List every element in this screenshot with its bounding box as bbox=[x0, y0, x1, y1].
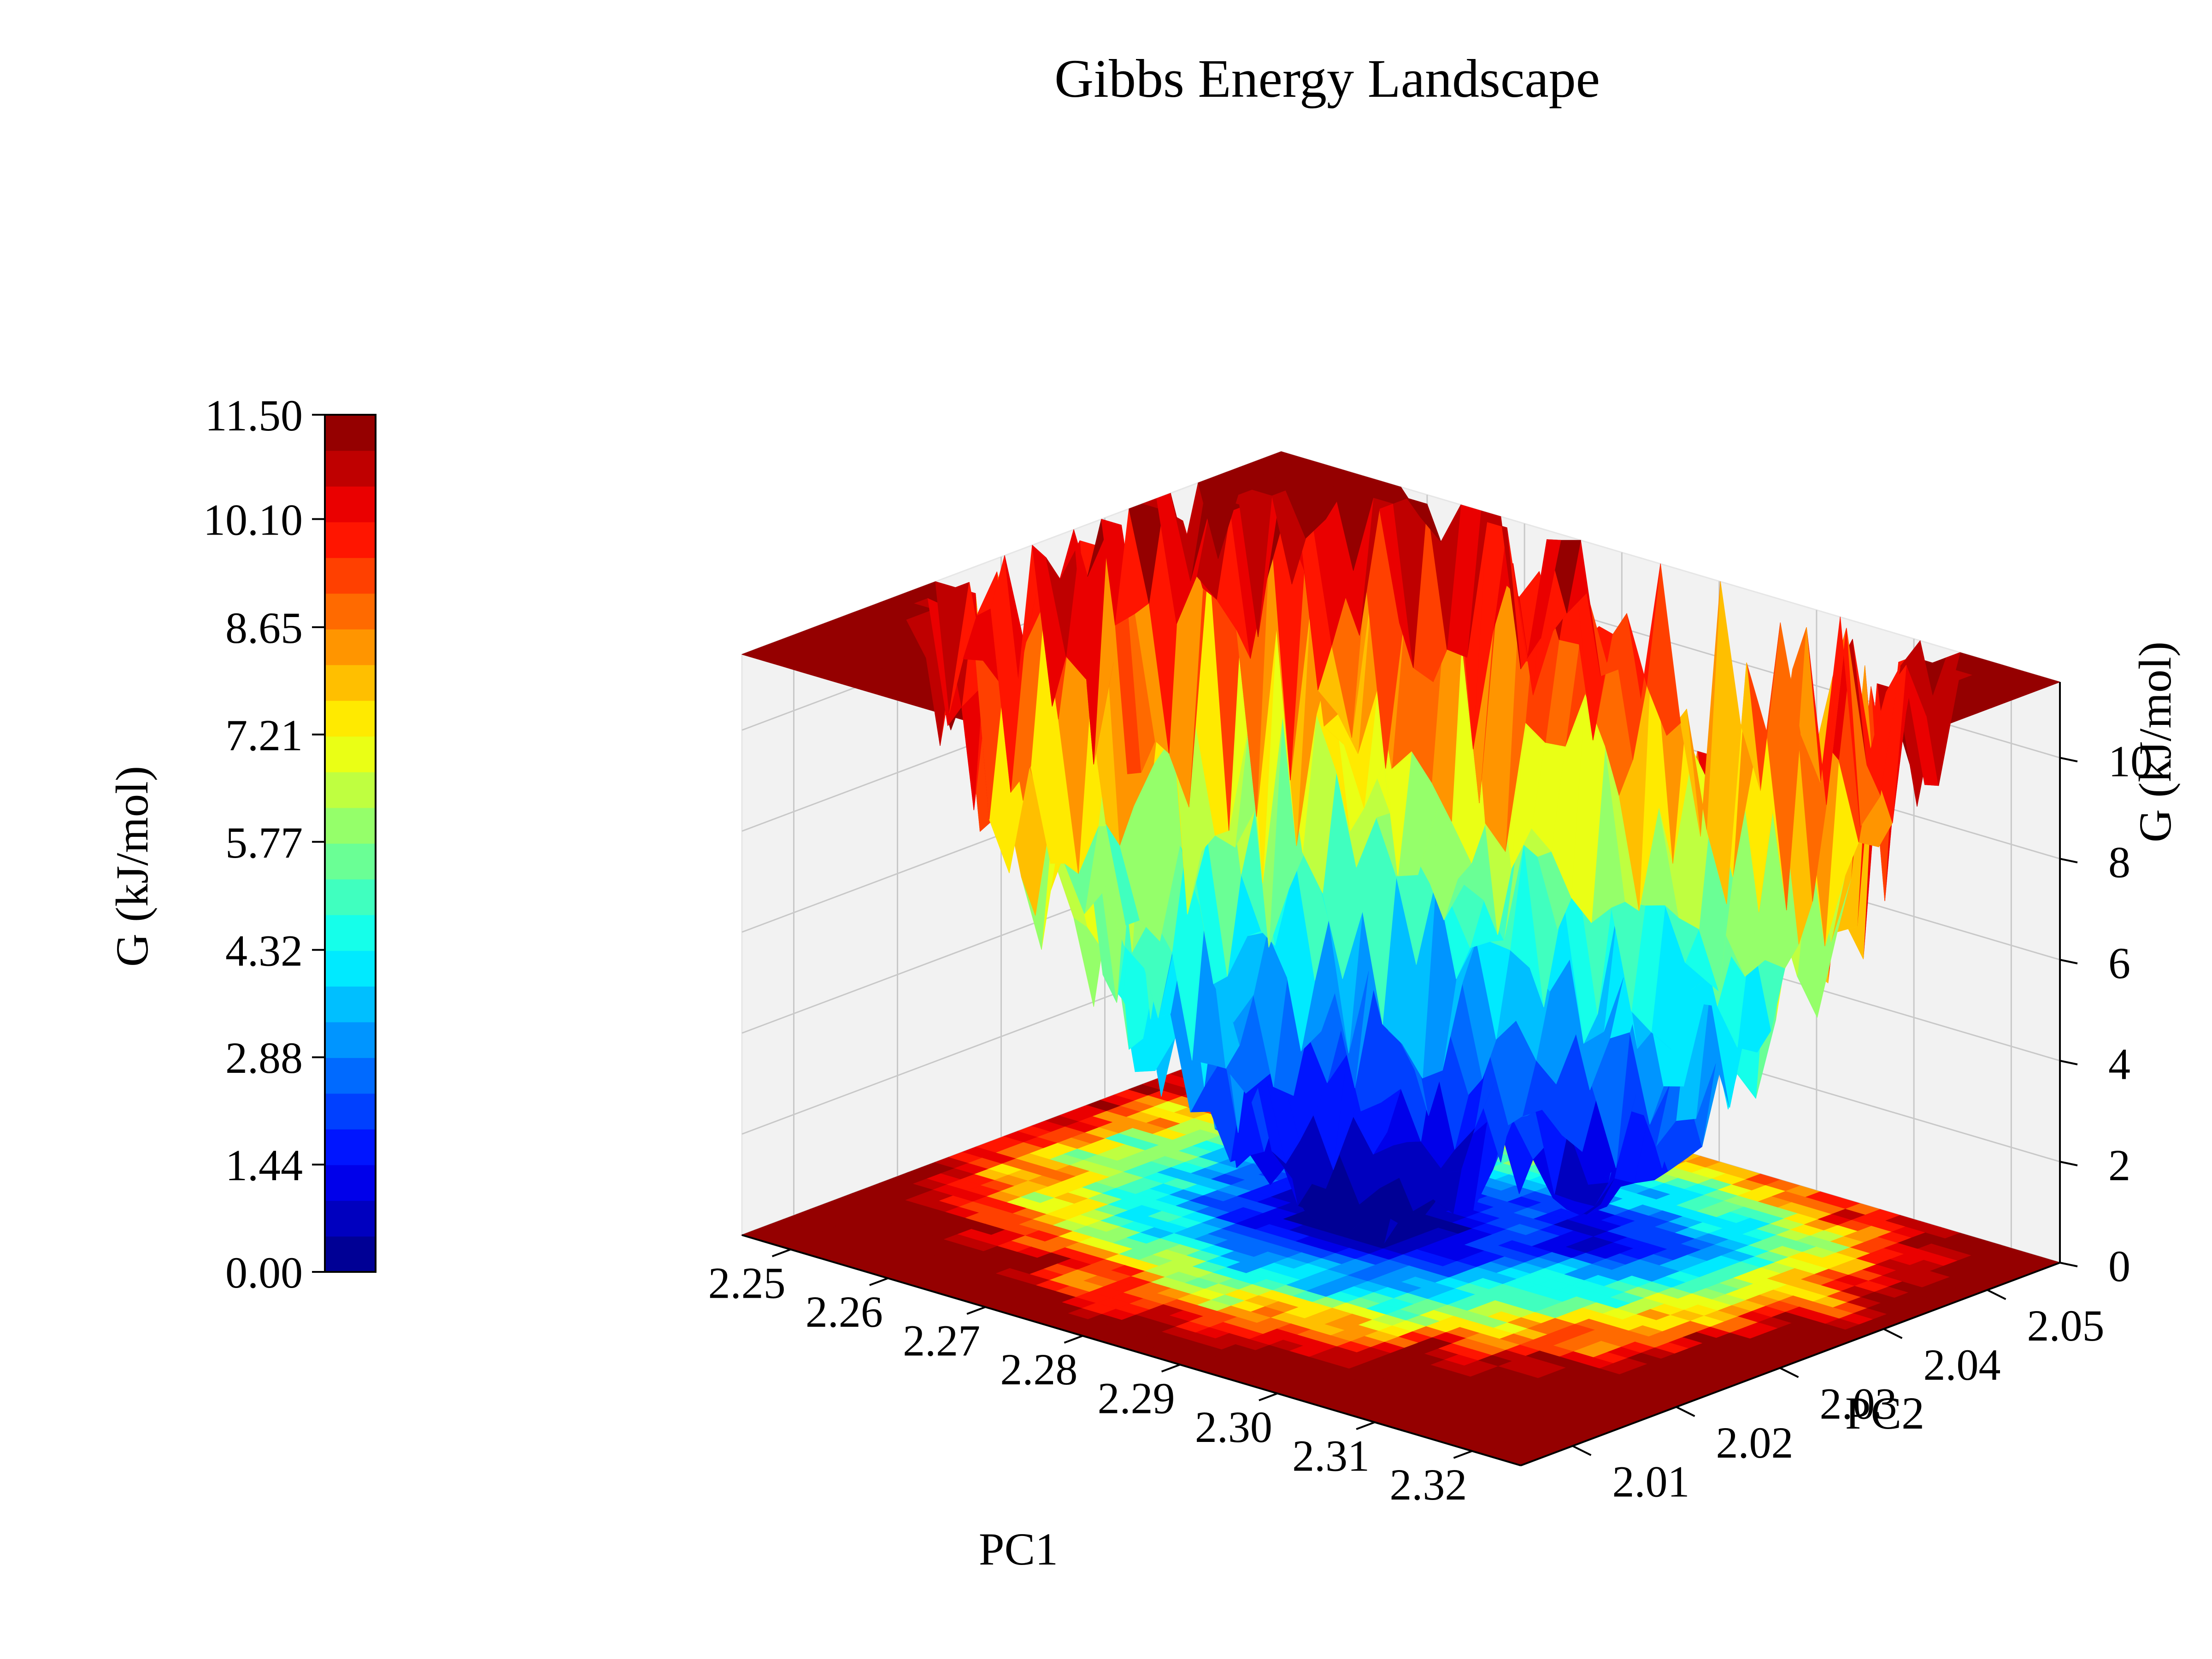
colorbar-band bbox=[325, 1236, 376, 1272]
g-tick-label: 4 bbox=[2108, 1040, 2130, 1089]
colorbar-tick-label: 4.32 bbox=[225, 926, 303, 975]
colorbar-tick-label: 8.65 bbox=[225, 603, 303, 653]
colorbar-band bbox=[325, 1165, 376, 1201]
g-axis-ticks: 0 2 4 6 8 10 bbox=[2059, 736, 2153, 1291]
pc1-tick-label: 2.26 bbox=[806, 1287, 883, 1336]
colorbar-band bbox=[325, 522, 376, 558]
pc2-tick-mark bbox=[1572, 1445, 1592, 1456]
colorbar-band bbox=[325, 772, 376, 808]
colorbar-band bbox=[325, 736, 376, 772]
pc2-tick-label: 2.02 bbox=[1716, 1418, 1794, 1467]
pc1-axis-label: PC1 bbox=[979, 1524, 1058, 1575]
pc1-tick-mark bbox=[1161, 1364, 1181, 1373]
pc1-tick-mark bbox=[1453, 1450, 1473, 1459]
colorbar-band bbox=[325, 665, 376, 701]
g-axis-label: G (kJ/mol) bbox=[2130, 641, 2181, 842]
colorbar-tick-label: 1.44 bbox=[225, 1141, 303, 1190]
colorbar-band bbox=[325, 986, 376, 1023]
colorbar-tick-label: 5.77 bbox=[225, 818, 303, 867]
pc2-axis-line bbox=[1520, 1262, 2060, 1466]
g-tick-label: 2 bbox=[2108, 1141, 2130, 1190]
colorbar-band bbox=[325, 450, 376, 487]
g-tick-mark bbox=[2059, 1160, 2078, 1166]
pc2-tick-label: 2.04 bbox=[1924, 1340, 2001, 1389]
pc1-tick-mark bbox=[771, 1248, 791, 1258]
g-tick-mark bbox=[2059, 959, 2078, 965]
g-tick-label: 8 bbox=[2108, 837, 2130, 887]
colorbar-tick-label: 0.00 bbox=[225, 1248, 303, 1297]
colorbar-band bbox=[325, 879, 376, 915]
colorbar-band bbox=[325, 629, 376, 665]
colorbar: 0.00 1.44 2.88 4.32 5.77 7.21 8.65 10.10 11.50 bbox=[203, 391, 377, 1297]
pc1-tick-label: 2.29 bbox=[1098, 1373, 1175, 1423]
colorbar-band bbox=[325, 1058, 376, 1094]
pc2-tick-mark bbox=[1779, 1367, 1799, 1378]
colorbar-band bbox=[325, 558, 376, 594]
axis-lines bbox=[741, 682, 2061, 1466]
colorbar-tick-label: 7.21 bbox=[225, 711, 303, 760]
pc1-tick-mark bbox=[869, 1277, 888, 1286]
colorbar-tick-label: 10.10 bbox=[203, 495, 303, 544]
pc1-tick-mark bbox=[1356, 1421, 1375, 1430]
colorbar-frame bbox=[324, 414, 377, 1273]
colorbar-band bbox=[325, 950, 376, 987]
pc1-tick-label: 2.30 bbox=[1195, 1402, 1272, 1452]
chart-title: Gibbs Energy Landscape bbox=[1054, 48, 1600, 109]
colorbar-band bbox=[325, 486, 376, 523]
pc1-tick-label: 2.28 bbox=[1000, 1345, 1077, 1394]
pc1-axis-ticks: 2.25 2.26 2.27 2.28 2.29 2.30 2.31 2.32 bbox=[708, 1248, 1473, 1509]
colorbar-band bbox=[325, 1200, 376, 1237]
surface-facet bbox=[1267, 451, 1301, 463]
colorbar-band bbox=[325, 1129, 376, 1165]
pc2-tick-mark bbox=[1987, 1289, 2006, 1300]
g-tick-mark bbox=[2059, 1262, 2078, 1267]
colorbar-band bbox=[325, 1093, 376, 1130]
pc1-tick-mark bbox=[1259, 1392, 1278, 1401]
g-tick-label: 10 bbox=[2108, 736, 2153, 786]
g-tick-mark bbox=[2059, 757, 2078, 763]
colorbar-tick-label: 11.50 bbox=[205, 391, 303, 440]
colorbar-label: G (kJ/mol) bbox=[106, 766, 158, 967]
colorbar-band bbox=[325, 415, 376, 451]
colorbar-band bbox=[325, 807, 376, 844]
pc2-tick-label: 2.03 bbox=[1820, 1379, 1897, 1428]
g-tick-label: 0 bbox=[2108, 1241, 2130, 1291]
pc1-tick-label: 2.25 bbox=[708, 1258, 786, 1307]
pc2-tick-label: 2.01 bbox=[1612, 1457, 1690, 1506]
colorbar-band bbox=[325, 1022, 376, 1058]
colorbar-band bbox=[325, 915, 376, 951]
pc2-tick-mark bbox=[1883, 1328, 1903, 1339]
pc2-axis-label: PC2 bbox=[1845, 1388, 1924, 1439]
pc1-tick-label: 2.31 bbox=[1292, 1431, 1370, 1480]
pc1-axis-line bbox=[741, 1234, 1521, 1466]
pc1-tick-label: 2.32 bbox=[1389, 1460, 1467, 1509]
energy-surface bbox=[741, 451, 2060, 1244]
pc1-tick-mark bbox=[1064, 1335, 1083, 1344]
pc2-tick-mark bbox=[1676, 1406, 1695, 1417]
pc1-tick-label: 2.27 bbox=[903, 1316, 980, 1365]
g-tick-label: 6 bbox=[2108, 939, 2130, 988]
pc1-tick-mark bbox=[966, 1306, 986, 1315]
g-tick-mark bbox=[2059, 1059, 2078, 1065]
colorbar-band bbox=[325, 843, 376, 880]
colorbar-band bbox=[325, 593, 376, 629]
pc2-tick-label: 2.05 bbox=[2027, 1301, 2105, 1350]
g-tick-mark bbox=[2059, 858, 2078, 864]
pc2-axis-ticks: 2.01 2.02 2.03 2.04 2.05 bbox=[1572, 1289, 2105, 1506]
colorbar-band bbox=[325, 700, 376, 737]
colorbar-tick-label: 2.88 bbox=[225, 1033, 303, 1082]
